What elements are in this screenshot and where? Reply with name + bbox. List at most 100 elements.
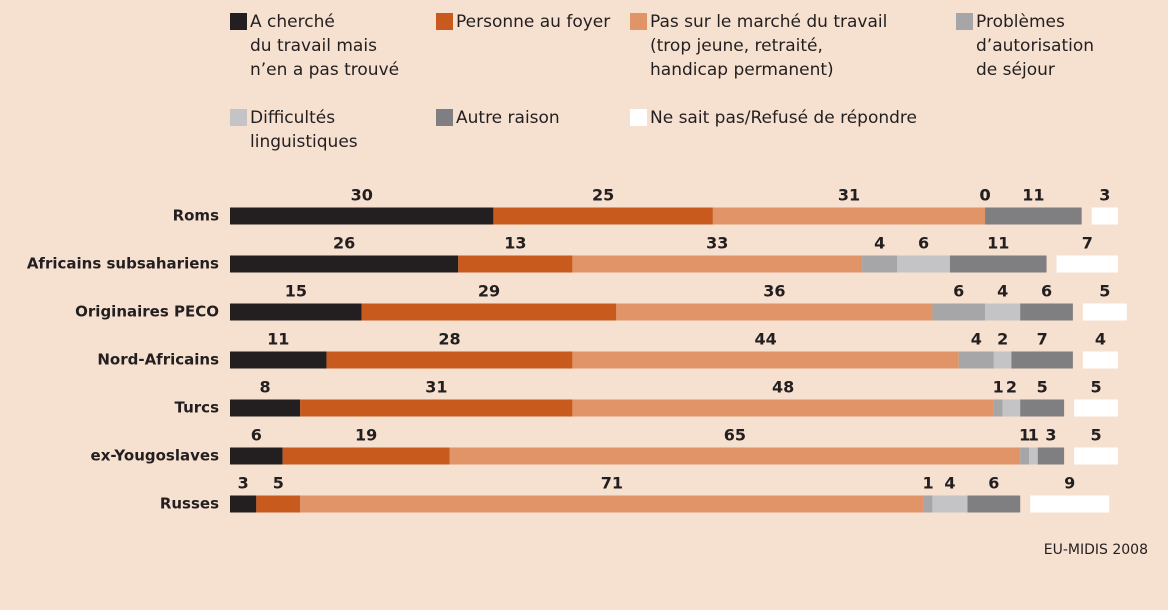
value-label: 15 [285, 282, 307, 301]
bar-segment [1082, 351, 1118, 369]
bar-segment [1020, 399, 1065, 417]
bar-segment [897, 255, 950, 273]
value-label: 33 [706, 234, 728, 253]
bar-segment [1030, 495, 1110, 513]
value-label: 5 [1037, 378, 1048, 397]
value-label: 3 [1099, 186, 1110, 205]
bar-segment [361, 303, 617, 321]
category-label: Turcs [175, 399, 220, 417]
value-label: 48 [772, 378, 794, 397]
bar-segment [923, 495, 933, 513]
bar-segment [230, 399, 301, 417]
value-label: 6 [953, 282, 964, 301]
legend-label: Personne au foyer [456, 12, 611, 32]
bar-segment [949, 255, 1047, 273]
value-label: 1 [922, 474, 933, 493]
legend-swatch [230, 109, 247, 126]
bar-segment [1082, 303, 1127, 321]
bar-segment [1020, 303, 1073, 321]
category-label: Nord-Africains [97, 351, 219, 369]
value-label: 3 [238, 474, 249, 493]
legend-label: Autre raison [456, 108, 560, 128]
bar-segment [282, 447, 450, 465]
legend-label: Difficultés linguistiques [250, 108, 358, 152]
bar-segment [993, 351, 1012, 369]
bar-segment [616, 303, 933, 321]
bar-segment [967, 495, 1021, 513]
value-label: 13 [504, 234, 526, 253]
bar-segment [449, 447, 1021, 465]
bar-segment [300, 495, 924, 513]
value-label: 1 [1019, 426, 1030, 445]
value-label: 3 [1045, 426, 1056, 445]
bar-segment [1020, 447, 1029, 465]
value-label: 2 [1006, 378, 1017, 397]
bar-segment [230, 495, 257, 513]
legend-label: Problèmes d’autorisation de séjour [976, 12, 1095, 80]
bar-segment [326, 351, 573, 369]
legend-swatch [630, 13, 647, 30]
value-label: 71 [601, 474, 623, 493]
legend-swatch [436, 109, 453, 126]
value-label: 44 [754, 330, 776, 349]
value-label: 11 [267, 330, 289, 349]
value-label: 6 [1041, 282, 1052, 301]
legend-swatch [630, 109, 647, 126]
bar-segment [572, 255, 863, 273]
value-label: 25 [592, 186, 614, 205]
value-label: 65 [724, 426, 746, 445]
bar-segment [230, 447, 283, 465]
value-label: 9 [1064, 474, 1075, 493]
category-label: Roms [173, 207, 219, 225]
value-label: 5 [273, 474, 284, 493]
value-label: 29 [478, 282, 500, 301]
bar-segment [1091, 207, 1118, 225]
category-label: ex-Yougoslaves [91, 447, 220, 465]
value-label: 2 [997, 330, 1008, 349]
value-label: 26 [333, 234, 355, 253]
value-label: 4 [944, 474, 955, 493]
bar-segment [932, 495, 968, 513]
value-label: 0 [980, 186, 991, 205]
value-label: 28 [438, 330, 460, 349]
bar-segment [230, 351, 327, 369]
value-label: 4 [1095, 330, 1106, 349]
bar-segment [1037, 447, 1065, 465]
bar-segment [572, 399, 994, 417]
value-label: 4 [997, 282, 1008, 301]
bar-segment [993, 399, 1003, 417]
value-label: 36 [763, 282, 785, 301]
bar-segment [230, 207, 494, 225]
bar-segment [1028, 447, 1038, 465]
value-label: 8 [260, 378, 271, 397]
value-label: 19 [355, 426, 377, 445]
legend-label: Pas sur le marché du travail (trop jeune… [650, 12, 888, 80]
value-label: 6 [251, 426, 262, 445]
bar-segment [1074, 399, 1118, 417]
bar-segment [862, 255, 898, 273]
source: EU-MIDIS 2008 [1043, 542, 1148, 558]
value-label: 0 [980, 186, 991, 205]
bar-segment [572, 351, 959, 369]
bar-segment [985, 303, 1021, 321]
bar-segment [493, 207, 713, 225]
value-label: 11 [1022, 186, 1044, 205]
legend-label: A cherché du travail mais n’en a pas tro… [250, 12, 400, 80]
legend-swatch [230, 13, 247, 30]
bar-segment [458, 255, 573, 273]
category-label: Originaires PECO [75, 303, 219, 321]
bar-segment [712, 207, 986, 225]
bar-segment [256, 495, 301, 513]
value-label: 6 [918, 234, 929, 253]
bar-segment [230, 303, 362, 321]
bar-segment [1011, 351, 1073, 369]
value-label: 5 [1090, 378, 1101, 397]
value-label: 7 [1037, 330, 1048, 349]
value-label: 30 [351, 186, 373, 205]
category-label: Africains subsahariens [27, 255, 219, 273]
value-label: 31 [425, 378, 447, 397]
value-label: 4 [874, 234, 885, 253]
value-label: 1 [1028, 426, 1039, 445]
